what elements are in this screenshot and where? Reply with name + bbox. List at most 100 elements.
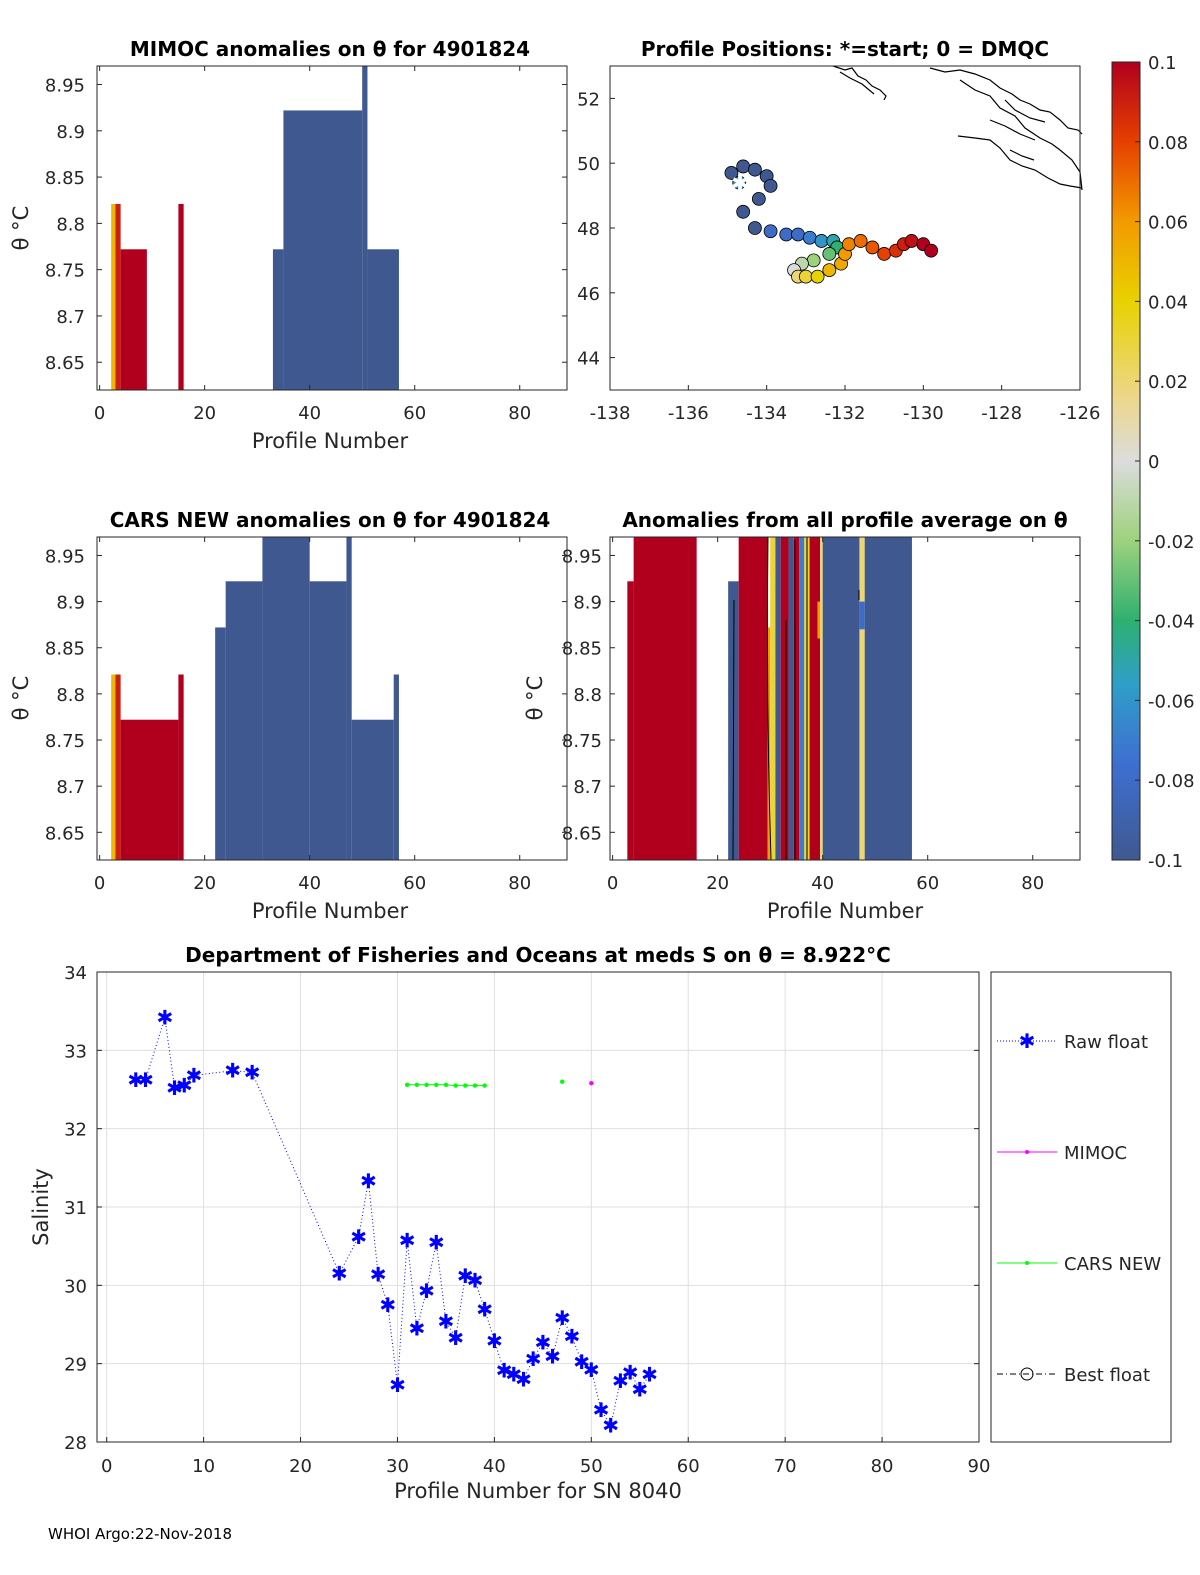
raw-float-point: ✱ bbox=[583, 1358, 600, 1382]
x-tick-label: 40 bbox=[298, 403, 321, 424]
cars-new-point bbox=[443, 1082, 449, 1088]
x-tick-label: 80 bbox=[871, 1456, 894, 1477]
profile-position-marker bbox=[853, 234, 868, 248]
y-tick-label: 8.85 bbox=[45, 168, 85, 189]
y-tick-label: 33 bbox=[64, 1041, 87, 1062]
raw-float-point: ✱ bbox=[244, 1060, 261, 1084]
colorbar-tick-label: -0.06 bbox=[1148, 691, 1195, 712]
anomaly-cell bbox=[822, 537, 860, 860]
profile-position-marker bbox=[814, 234, 829, 248]
profile-position-marker bbox=[877, 247, 892, 261]
anomaly-cell bbox=[178, 203, 184, 390]
cars-axes-box bbox=[96, 536, 568, 861]
positions-title: Profile Positions: *=start; 0 = DMQC bbox=[641, 37, 1049, 61]
raw-float-point: ✱ bbox=[428, 1230, 445, 1254]
y-tick-label: 8.9 bbox=[56, 122, 85, 143]
raw-float-point: ✱ bbox=[408, 1316, 425, 1340]
mimoc-title: MIMOC anomalies on θ for 4901824 bbox=[130, 37, 530, 61]
legend-dot-icon bbox=[1025, 1261, 1029, 1265]
raw-float-point: ✱ bbox=[360, 1169, 377, 1193]
anomaly-cell bbox=[780, 537, 789, 860]
profile-position-marker bbox=[748, 162, 762, 177]
footer-credit: WHOI Argo:22-Nov-2018 bbox=[48, 1525, 232, 1543]
raw-float-point: ✱ bbox=[564, 1324, 581, 1348]
cars-new-point bbox=[434, 1082, 439, 1088]
anomaly-cell bbox=[738, 537, 768, 860]
profile-position-marker bbox=[810, 269, 825, 284]
positions-axes-box bbox=[609, 65, 1081, 391]
colorbar-tick-label: -0.02 bbox=[1148, 532, 1195, 553]
y-tick-label: 8.9 bbox=[56, 593, 85, 614]
anomaly-cell bbox=[178, 674, 184, 860]
y-tick-label: 8.7 bbox=[56, 777, 85, 798]
cars-new-point bbox=[463, 1083, 468, 1088]
mimoc-xlabel: Profile Number bbox=[252, 429, 409, 453]
profile-position-marker bbox=[779, 227, 794, 242]
mimoc-panel: MIMOC anomalies on θ for 4901824 0 20 40 60… bbox=[9, 37, 568, 453]
x-tick-label: 0 bbox=[94, 403, 105, 424]
x-tick-label: 20 bbox=[193, 873, 216, 894]
y-tick-label: 44 bbox=[577, 349, 600, 370]
x-tick-label: 10 bbox=[192, 1456, 215, 1477]
anomaly-cell bbox=[788, 537, 794, 860]
salinity-ylabel: Salinity bbox=[29, 1168, 53, 1246]
x-tick-label: 80 bbox=[1021, 873, 1044, 894]
y-tick-label: 46 bbox=[577, 284, 600, 305]
raw-float-point: ✱ bbox=[389, 1373, 406, 1397]
x-tick-label: 80 bbox=[508, 403, 531, 424]
anomaly-cell bbox=[351, 719, 394, 860]
anomaly-cell bbox=[120, 249, 147, 390]
profile-position-marker bbox=[904, 234, 919, 248]
legend-raw-float: ✱ Raw float bbox=[997, 1029, 1148, 1053]
mimoc-ylabel: θ °C bbox=[9, 206, 33, 251]
anomaly-cell bbox=[283, 110, 363, 390]
x-tick-label: 60 bbox=[403, 873, 426, 894]
x-tick-label: 40 bbox=[298, 873, 321, 894]
colorbar-tick-label: 0.08 bbox=[1148, 133, 1188, 154]
mimoc-point bbox=[589, 1081, 594, 1086]
anomaly-cell bbox=[859, 537, 865, 860]
raw-float-point: ✱ bbox=[331, 1262, 348, 1286]
y-tick-label: 8.8 bbox=[56, 685, 85, 706]
profile-position-marker bbox=[763, 178, 778, 193]
x-tick-label: 20 bbox=[193, 403, 216, 424]
profile-position-marker bbox=[865, 240, 880, 255]
x-tick-label: 40 bbox=[811, 873, 834, 894]
cars-new-point bbox=[414, 1082, 420, 1088]
y-tick-label: 8.75 bbox=[45, 731, 85, 752]
anomaly-cell bbox=[859, 601, 865, 630]
profile-position-marker bbox=[842, 237, 856, 252]
anomaly-cell bbox=[627, 581, 634, 860]
raw-float-point: ✱ bbox=[186, 1063, 203, 1087]
anomaly-cell bbox=[767, 627, 771, 860]
anomaly-cell bbox=[309, 581, 347, 860]
x-tick-label: 0 bbox=[94, 873, 105, 894]
x-tick-label: -136 bbox=[668, 403, 709, 424]
anomaly-cell bbox=[111, 203, 116, 390]
anomaly-cell bbox=[393, 674, 399, 860]
x-tick-label: -126 bbox=[1060, 403, 1101, 424]
profile-position-marker bbox=[732, 175, 747, 190]
raw-float-point: ✱ bbox=[166, 1076, 183, 1100]
legend-star-icon: ✱ bbox=[1019, 1029, 1036, 1053]
cars-new-point bbox=[424, 1082, 429, 1088]
x-tick-label: -130 bbox=[903, 403, 944, 424]
anomaly-cell bbox=[809, 537, 821, 860]
profile-position-marker bbox=[736, 204, 751, 219]
raw-float-point: ✱ bbox=[137, 1068, 154, 1092]
raw-float-point: ✱ bbox=[418, 1279, 435, 1303]
x-tick-label: -138 bbox=[590, 403, 631, 424]
x-tick-label: -128 bbox=[981, 403, 1022, 424]
legend-circle-icon bbox=[1020, 1367, 1034, 1381]
anomaly-cell bbox=[111, 674, 116, 860]
anomaly-cell bbox=[215, 627, 226, 860]
raw-float-point: ✱ bbox=[127, 1068, 144, 1092]
salinity-title: Department of Fisheries and Oceans at me… bbox=[185, 943, 891, 967]
profile-position-marker bbox=[924, 243, 939, 258]
x-tick-label: 0 bbox=[101, 1456, 112, 1477]
raw-float-point: ✱ bbox=[602, 1414, 619, 1438]
legend-box bbox=[990, 971, 1172, 1443]
anomaly-cell bbox=[793, 537, 800, 860]
raw-float-point: ✱ bbox=[457, 1264, 474, 1288]
